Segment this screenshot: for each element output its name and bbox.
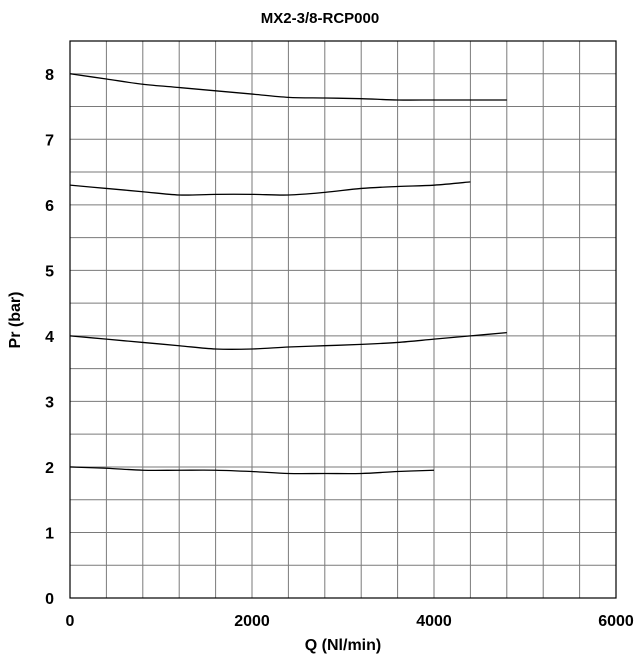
y-tick-label: 8 — [45, 67, 54, 84]
data-series — [69, 73, 507, 475]
x-tick-label: 4000 — [416, 613, 452, 630]
plot-frame — [69, 40, 617, 599]
y-tick-label: 3 — [45, 394, 54, 411]
y-tick-labels: 0 1 2 3 4 5 6 7 8 — [45, 67, 54, 608]
series-line-1 — [69, 73, 507, 101]
chart-title: MX2-3/8-RCP000 — [261, 10, 379, 27]
x-tick-label: 0 — [66, 613, 75, 630]
x-tick-label: 6000 — [598, 613, 634, 630]
y-tick-label: 4 — [45, 329, 54, 346]
y-tick-label: 5 — [45, 263, 54, 280]
x-tick-label: 2000 — [234, 613, 270, 630]
series-line-2 — [69, 181, 471, 196]
y-tick-label: 7 — [45, 132, 54, 149]
y-tick-label: 6 — [45, 198, 54, 215]
x-axis-title: Q (Nl/min) — [305, 637, 381, 654]
grid-lines — [70, 41, 616, 598]
y-axis-title: Pr (bar) — [7, 292, 24, 349]
y-tick-label: 1 — [45, 525, 54, 542]
x-tick-labels: 0 2000 4000 6000 — [66, 613, 634, 630]
series-line-4 — [69, 466, 435, 475]
series-line-3 — [69, 331, 507, 350]
y-tick-label: 0 — [45, 591, 54, 608]
y-tick-label: 2 — [45, 460, 54, 477]
